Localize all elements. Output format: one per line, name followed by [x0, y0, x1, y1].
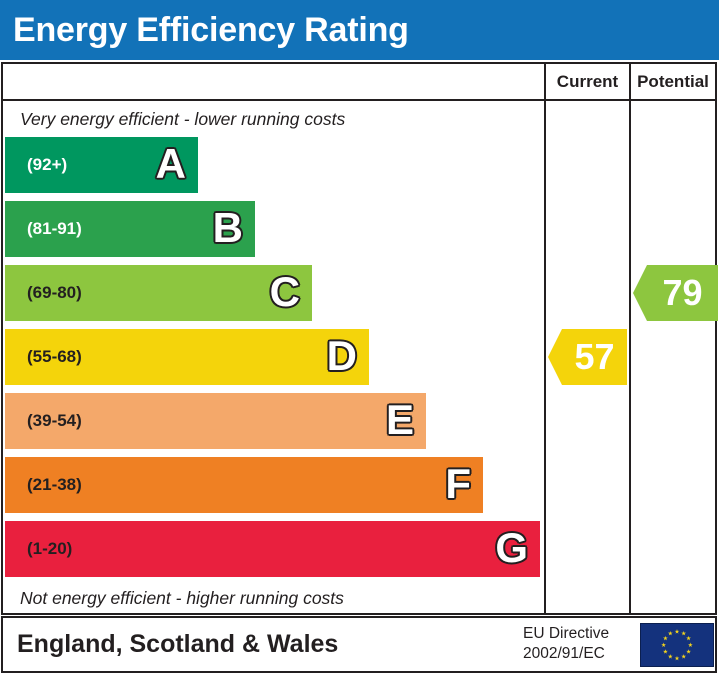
band-letter-a: A	[155, 139, 188, 188]
caption-not-efficient: Not energy efficient - higher running co…	[20, 588, 344, 608]
column-header-current: Current	[556, 72, 619, 91]
eu-flag-icon	[640, 623, 714, 667]
current-column-divider	[544, 64, 546, 613]
band-bar-b: (81-91) B	[5, 201, 255, 257]
band-bar-c: (69-80) C	[5, 265, 312, 321]
current-rating-arrow: 57	[548, 329, 627, 385]
band-letter-e: E	[385, 395, 415, 444]
band-bar-e: (39-54) E	[5, 393, 426, 449]
footer-region-label: England, Scotland & Wales	[17, 630, 339, 658]
potential-rating-value: 79	[662, 272, 703, 313]
band-letter-d: D	[326, 331, 359, 380]
certificate-header: Energy Efficiency Rating	[0, 0, 719, 60]
band-bar-f: (21-38) F	[5, 457, 483, 513]
band-range-d: (55-68)	[27, 347, 82, 366]
eu-directive-text: EU Directive 2002/91/EC	[523, 624, 633, 664]
band-bar-g: (1-20) G	[5, 521, 540, 577]
band-range-e: (39-54)	[27, 411, 82, 430]
band-bars: (92+) A (81-91) B (69-80) C (55-68) D (39-54) E (2…	[3, 137, 544, 585]
header-divider	[3, 99, 715, 101]
eu-directive-line2: 2002/91/EC	[523, 645, 605, 662]
potential-rating-arrow: 79	[633, 265, 718, 321]
band-letter-f: F	[444, 459, 472, 508]
caption-very-efficient: Very energy efficient - lower running co…	[20, 109, 346, 129]
band-range-g: (1-20)	[27, 539, 73, 558]
band-range-b: (81-91)	[27, 219, 82, 238]
eu-directive-line1: EU Directive	[523, 625, 610, 642]
band-letter-c: C	[269, 267, 302, 316]
page-title: Energy Efficiency Rating	[13, 11, 409, 49]
certificate-footer: England, Scotland & Wales EU Directive 2…	[1, 616, 717, 673]
current-rating-value: 57	[574, 336, 615, 377]
column-header-potential: Potential	[637, 72, 709, 91]
band-bar-a: (92+) A	[5, 137, 198, 193]
potential-column-divider	[629, 64, 631, 613]
band-range-a: (92+)	[27, 155, 68, 174]
band-bar-d: (55-68) D	[5, 329, 369, 385]
band-letter-b: B	[212, 203, 245, 252]
band-letter-g: G	[494, 523, 529, 572]
band-range-c: (69-80)	[27, 283, 82, 302]
band-range-f: (21-38)	[27, 475, 82, 494]
rating-chart-grid: Current Potential Very energy efficient …	[1, 62, 718, 615]
